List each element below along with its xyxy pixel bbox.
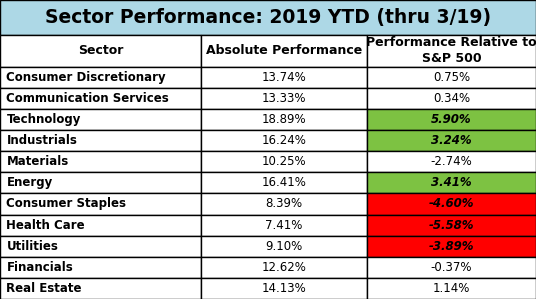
Bar (367, 67, 536, 88)
Text: Financials: Financials (6, 261, 73, 274)
Text: Consumer Discretionary: Consumer Discretionary (6, 71, 166, 84)
Text: -3.89%: -3.89% (429, 240, 474, 253)
Text: 0.34%: 0.34% (433, 92, 470, 105)
Text: 5.90%: 5.90% (431, 113, 472, 126)
Bar (367, 257, 536, 278)
Text: 9.10%: 9.10% (265, 240, 303, 253)
Text: Performance Relative to
S&P 500: Performance Relative to S&P 500 (366, 36, 536, 65)
Bar (367, 151, 536, 172)
Text: Materials: Materials (6, 155, 69, 168)
Text: 0.75%: 0.75% (433, 71, 470, 84)
Bar (201, 193, 367, 214)
Text: 12.62%: 12.62% (262, 261, 307, 274)
Bar (0, 257, 201, 278)
Bar (201, 172, 367, 193)
Text: 8.39%: 8.39% (265, 197, 303, 210)
Bar (367, 172, 536, 193)
Text: -5.58%: -5.58% (429, 219, 474, 232)
Text: Sector Performance: 2019 YTD (thru 3/19): Sector Performance: 2019 YTD (thru 3/19) (45, 8, 491, 27)
Bar (367, 193, 536, 214)
Bar (201, 257, 367, 278)
Text: Communication Services: Communication Services (6, 92, 169, 105)
Text: 14.13%: 14.13% (262, 282, 307, 295)
Text: Utilities: Utilities (6, 240, 58, 253)
Bar (367, 214, 536, 236)
Bar (0, 236, 201, 257)
Bar (0, 278, 201, 299)
Bar (201, 67, 367, 88)
Text: 3.24%: 3.24% (431, 134, 472, 147)
Bar (0, 109, 201, 130)
Bar (367, 278, 536, 299)
Text: Consumer Staples: Consumer Staples (6, 197, 126, 210)
Text: -4.60%: -4.60% (429, 197, 474, 210)
Text: Health Care: Health Care (6, 219, 85, 232)
Text: 13.33%: 13.33% (262, 92, 307, 105)
Bar (201, 35, 367, 67)
Bar (201, 214, 367, 236)
Text: 16.24%: 16.24% (262, 134, 307, 147)
Text: Real Estate: Real Estate (6, 282, 82, 295)
Bar (0, 172, 201, 193)
Bar (0, 214, 201, 236)
Text: 10.25%: 10.25% (262, 155, 307, 168)
Text: Sector: Sector (78, 45, 123, 57)
Bar (201, 151, 367, 172)
Text: 1.14%: 1.14% (433, 282, 470, 295)
Bar (201, 109, 367, 130)
Text: 18.89%: 18.89% (262, 113, 307, 126)
Bar (0, 88, 201, 109)
Bar (0, 193, 201, 214)
Bar (201, 236, 367, 257)
Bar (367, 130, 536, 151)
Bar (201, 88, 367, 109)
Bar (367, 35, 536, 67)
Bar (0, 151, 201, 172)
Text: Industrials: Industrials (6, 134, 77, 147)
Text: Energy: Energy (6, 176, 53, 189)
Bar (367, 88, 536, 109)
Bar (0, 130, 201, 151)
Bar (201, 130, 367, 151)
Bar (0, 0, 536, 35)
Bar (367, 109, 536, 130)
Text: -0.37%: -0.37% (431, 261, 472, 274)
Bar (367, 236, 536, 257)
Text: Absolute Performance: Absolute Performance (206, 45, 362, 57)
Bar (0, 35, 201, 67)
Text: 16.41%: 16.41% (262, 176, 307, 189)
Bar (201, 278, 367, 299)
Text: 7.41%: 7.41% (265, 219, 303, 232)
Text: 13.74%: 13.74% (262, 71, 307, 84)
Text: -2.74%: -2.74% (431, 155, 472, 168)
Text: 3.41%: 3.41% (431, 176, 472, 189)
Text: Technology: Technology (6, 113, 81, 126)
Bar (0, 67, 201, 88)
